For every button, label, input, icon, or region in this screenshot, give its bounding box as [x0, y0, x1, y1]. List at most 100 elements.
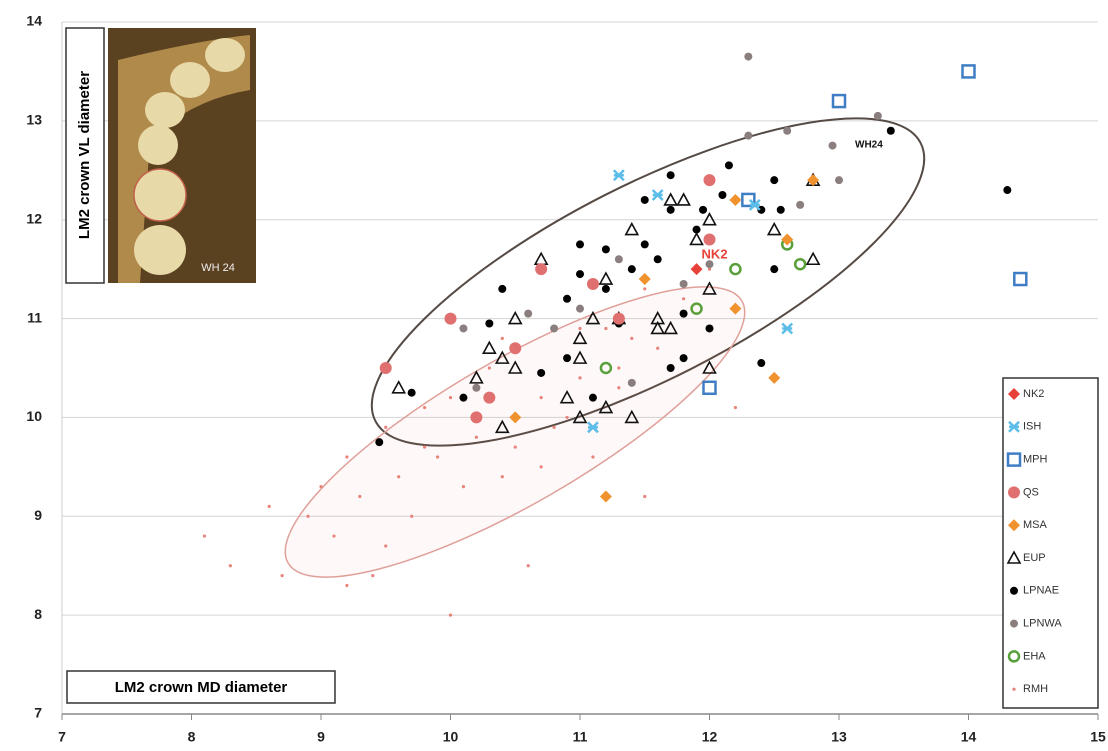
- marker-small: [371, 574, 375, 578]
- marker-dot: [576, 240, 584, 249]
- marker-small: [539, 465, 543, 469]
- marker-diamond: [599, 490, 612, 503]
- marker-dot: [666, 171, 675, 180]
- x-title-frame: [66, 670, 336, 704]
- x-tick-label: 15: [1090, 729, 1106, 745]
- marker-triangle: [559, 389, 575, 404]
- marker-circle: [703, 174, 716, 187]
- marker-dot: [796, 200, 805, 209]
- marker-dot: [705, 260, 714, 269]
- marker-dot: [835, 176, 843, 185]
- marker-diamond: [768, 371, 781, 384]
- marker-small: [202, 534, 207, 538]
- series: [202, 267, 738, 617]
- legend-marker: [1007, 650, 1021, 663]
- y-tick-label: 10: [26, 408, 42, 424]
- y-tick-label: 12: [26, 210, 42, 226]
- marker-dot: [744, 131, 753, 140]
- marker-small: [410, 514, 414, 518]
- marker-dot: [699, 205, 708, 214]
- marker-small: [707, 267, 712, 271]
- x-tick-label: 10: [443, 729, 459, 745]
- marker-triangle: [391, 380, 407, 394]
- marker-triangle: [650, 320, 666, 335]
- marker-triangle: [624, 409, 640, 424]
- y-tick-label: 8: [34, 606, 42, 622]
- marker-ring: [729, 262, 742, 276]
- marker-triangle: [663, 192, 678, 206]
- series: [459, 52, 882, 392]
- legend-label: EHA: [1023, 650, 1046, 662]
- photo-tooth: [205, 38, 245, 72]
- marker-triangle: [598, 399, 614, 414]
- marker-small: [617, 386, 621, 390]
- y-title-frame: [65, 27, 105, 284]
- marker-circle: [612, 312, 625, 325]
- marker-dot: [588, 393, 597, 402]
- marker-dot: [459, 393, 468, 402]
- marker-ring: [793, 257, 807, 271]
- marker-circle: [509, 342, 522, 355]
- legend-label: RMH: [1023, 683, 1048, 695]
- marker-dot: [576, 304, 584, 313]
- marker-small: [474, 435, 478, 439]
- legend-label: MSA: [1023, 519, 1048, 531]
- marker-small: [578, 376, 582, 380]
- marker-dot: [537, 368, 546, 377]
- marker-circle: [586, 277, 599, 290]
- legend-label: NK2: [1023, 388, 1044, 400]
- marker-dot: [627, 265, 636, 274]
- y-axis-title: LM2 crown VL diameter: [76, 71, 93, 239]
- legend-label: LPNWA: [1023, 618, 1062, 630]
- marker-circle: [703, 233, 716, 246]
- marker-small: [306, 514, 310, 518]
- legend: NK2 ISH MPH QS MSA EUP LPNAE LPNWA EHA RMH: [1006, 388, 1062, 695]
- marker-dot: [472, 383, 481, 392]
- marker-dot: [550, 324, 559, 333]
- marker-small: [435, 455, 440, 459]
- legend-label: LPNAE: [1023, 585, 1059, 597]
- marker-triangle: [702, 281, 717, 295]
- marker-diamond: [781, 233, 794, 246]
- marker-triangle: [766, 221, 782, 236]
- marker-small: [682, 297, 686, 301]
- legend-marker: [1006, 550, 1022, 564]
- photo-tooth: [134, 225, 186, 275]
- marker-triangle: [494, 419, 510, 434]
- marker-small: [423, 405, 427, 410]
- marker-small: [423, 445, 427, 449]
- photo-tooth: [145, 92, 185, 128]
- marker-small: [384, 544, 388, 548]
- marker-dot: [576, 270, 584, 279]
- marker-small: [630, 336, 634, 340]
- marker-small: [280, 574, 284, 578]
- series: [375, 126, 1012, 447]
- x-tick-label: 9: [317, 729, 325, 745]
- x-tick-label: 7: [58, 729, 66, 745]
- marker-dot: [828, 141, 837, 150]
- marker-small: [617, 366, 621, 370]
- x-tick-label: 12: [702, 729, 718, 745]
- marker-square: [831, 93, 847, 109]
- marker-small: [332, 534, 336, 538]
- annotation: WH24: [855, 139, 883, 150]
- marker-small: [397, 475, 401, 479]
- marker-dot: [627, 378, 636, 387]
- marker-dot: [679, 354, 688, 363]
- marker-small: [384, 425, 388, 429]
- legend-label: EUP: [1023, 552, 1046, 564]
- marker-small: [552, 425, 556, 429]
- marker-small: [448, 396, 453, 400]
- marker-small: [461, 485, 466, 489]
- marker-star: [781, 322, 794, 335]
- marker-triangle: [482, 340, 497, 355]
- marker-diamond: [509, 411, 522, 424]
- ellipse-group: [370, 117, 926, 447]
- legend-label: ISH: [1023, 421, 1041, 433]
- series: [379, 174, 716, 424]
- marker-small: [345, 455, 349, 459]
- marker-dot: [886, 126, 895, 135]
- x-tick-label: 13: [831, 729, 847, 745]
- y-tick-label: 7: [34, 705, 42, 721]
- legend-label: QS: [1023, 486, 1039, 498]
